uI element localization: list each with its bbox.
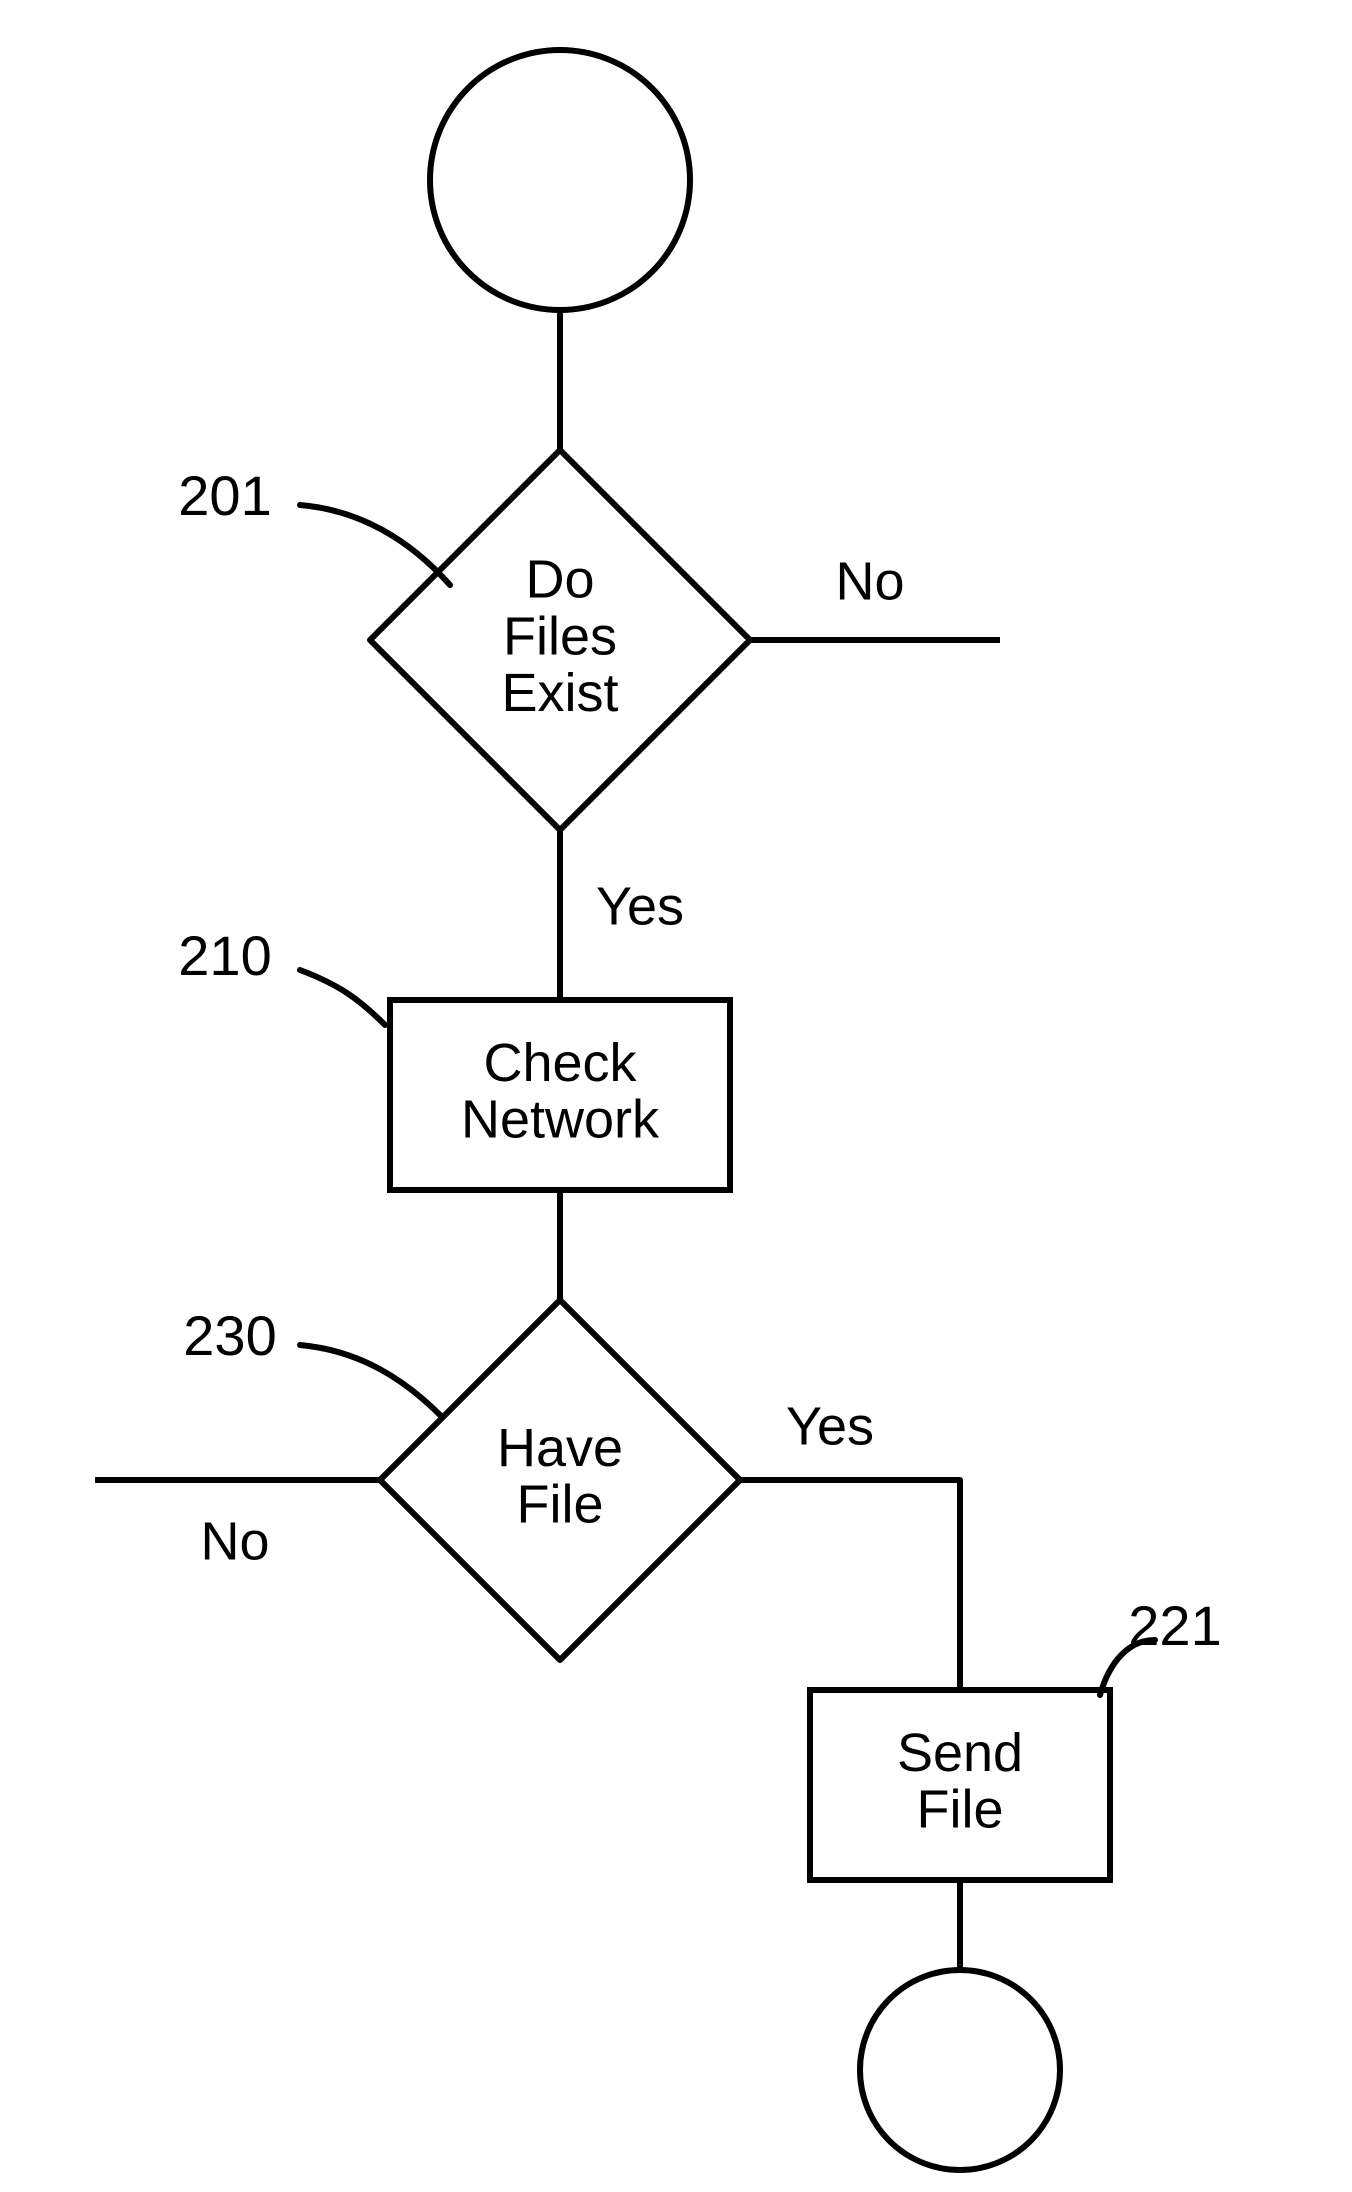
svg-text:Have: Have: [497, 1418, 623, 1478]
svg-text:Network: Network: [461, 1090, 660, 1150]
edge-label-2: No: [835, 551, 904, 611]
ref-leader-1: [300, 970, 385, 1025]
node-start: [430, 50, 690, 310]
ref-label-0: 201: [178, 464, 271, 527]
svg-text:Files: Files: [503, 606, 617, 666]
edge-label-4: No: [200, 1511, 269, 1571]
svg-text:Send: Send: [897, 1723, 1023, 1783]
svg-text:File: File: [516, 1475, 603, 1535]
node-end: [860, 1970, 1060, 2170]
edge-label-1: Yes: [596, 876, 684, 936]
node-process1-text: CheckNetwork: [461, 1033, 660, 1150]
ref-label-3: 221: [1128, 1594, 1221, 1657]
ref-label-1: 210: [178, 924, 271, 987]
ref-leader-2: [300, 1345, 440, 1415]
edge-5: [740, 1480, 960, 1690]
edge-label-5: Yes: [786, 1396, 874, 1456]
svg-text:Do: Do: [525, 550, 594, 610]
ref-label-2: 230: [183, 1304, 276, 1367]
ref-leader-0: [300, 505, 450, 585]
svg-text:Check: Check: [483, 1033, 637, 1093]
svg-text:Exist: Exist: [501, 663, 618, 723]
svg-text:File: File: [916, 1780, 1003, 1840]
